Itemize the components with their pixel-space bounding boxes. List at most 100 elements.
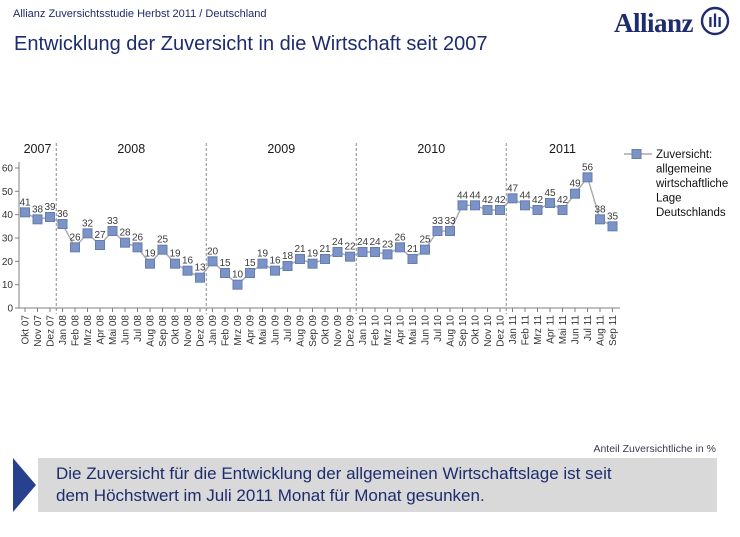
x-axis-label: Apr 09: [246, 315, 257, 345]
callout-arrow-icon: [13, 458, 36, 512]
data-point-label: 26: [394, 232, 406, 243]
x-axis-label: Dez 10: [496, 315, 507, 347]
data-point-label: 24: [369, 237, 381, 248]
data-point-marker: [295, 254, 305, 264]
confidence-line-chart: 2007 2008 2009 2010 2011 0 10 20 30 40 50 60 Okt 07 N…: [0, 138, 740, 388]
data-point-label: 42: [557, 195, 569, 206]
data-point-marker: [157, 244, 168, 255]
x-axis-label: Dez 08: [196, 315, 207, 347]
data-point-label: 42: [532, 195, 544, 206]
data-point-label: 47: [507, 183, 519, 194]
data-point-marker: [420, 244, 430, 255]
x-axis-label: Jun 10: [421, 315, 432, 345]
data-point-label: 21: [407, 244, 419, 255]
data-point-label: 32: [82, 218, 94, 229]
data-point-label: 19: [307, 249, 319, 260]
y-axis-label: 30: [2, 234, 14, 245]
data-point-marker: [582, 172, 593, 183]
x-axis-label: Jan 08: [58, 315, 69, 345]
x-axis-label: Sep 09: [308, 315, 319, 347]
data-point-label: 24: [332, 237, 344, 248]
data-point-marker: [82, 228, 93, 239]
x-axis-label: Jan 10: [358, 315, 369, 345]
year-label: 2009: [267, 142, 295, 156]
data-point-marker: [457, 200, 468, 211]
legend-marker-icon: [631, 149, 642, 159]
data-point-label: 45: [544, 188, 556, 199]
y-axis-label: 20: [2, 257, 14, 268]
data-point-marker: [432, 226, 443, 236]
data-point-label: 42: [482, 195, 494, 206]
data-point-label: 35: [607, 211, 619, 222]
data-point-label: 15: [244, 258, 256, 269]
data-point-label: 13: [194, 263, 206, 274]
x-axis-label: Jul 11: [583, 315, 594, 341]
x-axis-label: Nov 10: [483, 315, 494, 347]
data-point-label: 21: [319, 244, 331, 255]
x-axis-label: Apr 08: [96, 315, 107, 345]
x-axis-label: Jul 10: [433, 315, 444, 342]
x-axis-label: Jan 11: [508, 315, 519, 345]
data-point-marker: [70, 242, 80, 253]
data-point-label: 16: [269, 256, 281, 267]
data-point-marker: [107, 226, 118, 236]
x-axis-label: Nov 07: [33, 315, 44, 347]
y-axis-label: 0: [7, 304, 13, 315]
data-point-label: 16: [182, 256, 194, 267]
data-point-marker: [495, 205, 505, 215]
x-axis-label: Dez 07: [46, 315, 57, 347]
data-point-marker: [370, 247, 380, 257]
data-point-label: 22: [344, 242, 356, 253]
legend-label-line: allgemeine: [656, 164, 712, 176]
data-point-label: 24: [357, 237, 369, 248]
data-point-marker: [407, 254, 418, 264]
data-point-marker: [545, 198, 555, 208]
data-point-label: 21: [294, 244, 306, 255]
data-point-label: 23: [382, 239, 394, 250]
allianz-logo: Allianz: [614, 6, 730, 41]
callout-text: Die Zuversicht für die Entwicklung der a…: [56, 463, 612, 505]
year-label: 2010: [417, 142, 445, 156]
data-point-marker: [345, 251, 355, 262]
data-point-marker: [357, 247, 368, 257]
data-point-label: 39: [44, 202, 56, 213]
data-point-marker: [32, 214, 43, 225]
data-point-marker: [257, 258, 268, 269]
data-point-marker: [195, 272, 205, 283]
allianz-emblem-icon: [700, 6, 730, 41]
data-point-marker: [232, 279, 243, 290]
data-point-label: 49: [569, 179, 581, 190]
x-axis-label: Mrz 10: [383, 315, 394, 346]
x-axis-label: Okt 09: [321, 315, 332, 345]
data-point-label: 33: [444, 216, 456, 227]
data-point-label: 44: [469, 190, 481, 201]
data-point-label: 38: [32, 204, 44, 215]
x-axis-label: Feb 08: [71, 315, 82, 347]
data-point-marker: [45, 212, 55, 222]
data-point-label: 19: [169, 249, 181, 260]
x-axis-label: Okt 10: [471, 315, 482, 345]
data-point-marker: [220, 268, 230, 278]
data-point-label: 15: [219, 258, 231, 269]
data-point-label: 25: [157, 235, 169, 246]
data-point-marker: [20, 207, 30, 218]
x-axis-label: Sep 10: [458, 315, 469, 347]
x-axis-label: Aug 09: [296, 315, 307, 347]
data-point-marker: [57, 219, 68, 229]
data-point-marker: [207, 256, 218, 267]
x-axis-label: Mai 08: [108, 315, 119, 345]
data-point-marker: [382, 249, 393, 260]
data-point-label: 26: [69, 232, 81, 243]
x-axis-label: Nov 09: [333, 315, 344, 347]
year-label: 2007: [24, 142, 52, 156]
data-point-marker: [445, 226, 455, 236]
year-label: 2008: [117, 142, 145, 156]
x-axis-label: Okt 08: [171, 315, 182, 345]
legend-label-line: wirtschaftliche: [655, 178, 728, 190]
x-axis-label: Feb 11: [521, 315, 532, 346]
legend-label-line: Zuversicht:: [656, 149, 712, 161]
data-point-marker: [595, 214, 605, 225]
data-point-label: 38: [594, 204, 606, 215]
y-axis-label: 60: [2, 164, 14, 175]
x-axis-label: Apr 11: [546, 315, 557, 344]
